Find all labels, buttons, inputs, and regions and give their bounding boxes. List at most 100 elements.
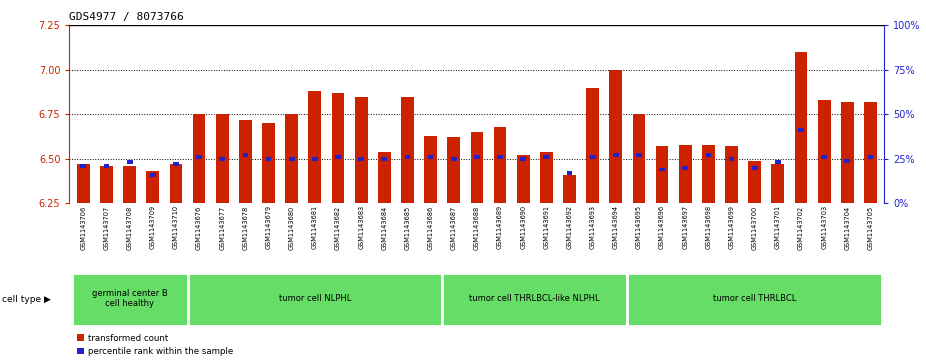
Text: GSM1143700: GSM1143700: [752, 205, 757, 250]
Text: GSM1143681: GSM1143681: [312, 205, 318, 249]
Text: tumor cell NLPHL: tumor cell NLPHL: [279, 294, 351, 303]
Bar: [821, 155, 827, 159]
Text: GSM1143701: GSM1143701: [775, 205, 781, 249]
Bar: [474, 155, 480, 159]
Text: GSM1143690: GSM1143690: [520, 205, 526, 249]
Bar: [544, 155, 549, 159]
Bar: [494, 127, 507, 203]
Text: GSM1143691: GSM1143691: [544, 205, 549, 249]
Text: germinal center B
cell healthy: germinal center B cell healthy: [92, 289, 168, 308]
Bar: [682, 166, 688, 170]
Text: GSM1143682: GSM1143682: [335, 205, 341, 250]
Bar: [771, 164, 784, 203]
Bar: [424, 136, 437, 203]
Bar: [798, 129, 804, 132]
Text: GSM1143679: GSM1143679: [266, 205, 271, 249]
Bar: [127, 160, 132, 164]
Bar: [312, 157, 318, 161]
Bar: [401, 97, 414, 203]
Text: GSM1143698: GSM1143698: [706, 205, 711, 249]
Bar: [104, 164, 109, 168]
Bar: [266, 157, 271, 161]
Bar: [378, 152, 391, 203]
Bar: [146, 171, 159, 203]
Bar: [586, 87, 599, 203]
Bar: [196, 155, 202, 159]
Bar: [447, 138, 460, 203]
Bar: [725, 146, 738, 203]
Bar: [497, 155, 503, 159]
Bar: [451, 157, 457, 161]
Bar: [289, 157, 294, 161]
Bar: [77, 164, 90, 203]
Bar: [864, 102, 877, 203]
Text: GSM1143705: GSM1143705: [868, 205, 873, 250]
Bar: [729, 157, 734, 161]
Bar: [239, 120, 252, 203]
Text: GSM1143688: GSM1143688: [474, 205, 480, 250]
Text: GSM1143685: GSM1143685: [405, 205, 410, 250]
Bar: [335, 155, 341, 159]
Bar: [332, 93, 344, 203]
Bar: [841, 102, 854, 203]
Bar: [262, 123, 275, 203]
Text: GSM1143693: GSM1143693: [590, 205, 595, 249]
Bar: [123, 166, 136, 203]
Text: GSM1143709: GSM1143709: [150, 205, 156, 249]
Bar: [613, 153, 619, 157]
Text: GSM1143694: GSM1143694: [613, 205, 619, 249]
Bar: [795, 52, 807, 203]
Bar: [868, 155, 873, 159]
Bar: [382, 157, 387, 161]
Bar: [679, 144, 692, 203]
Text: GSM1143689: GSM1143689: [497, 205, 503, 249]
Bar: [748, 160, 761, 203]
Bar: [563, 175, 576, 203]
Bar: [706, 153, 711, 157]
Text: GSM1143683: GSM1143683: [358, 205, 364, 249]
Bar: [656, 146, 669, 203]
Text: GSM1143687: GSM1143687: [451, 205, 457, 250]
Text: GSM1143702: GSM1143702: [798, 205, 804, 250]
Text: GDS4977 / 8073766: GDS4977 / 8073766: [69, 12, 184, 22]
Bar: [219, 157, 225, 161]
Bar: [358, 157, 364, 161]
Bar: [173, 162, 179, 166]
Bar: [193, 114, 206, 203]
Text: GSM1143684: GSM1143684: [382, 205, 387, 250]
Text: GSM1143676: GSM1143676: [196, 205, 202, 250]
Bar: [428, 155, 433, 159]
Text: GSM1143710: GSM1143710: [173, 205, 179, 249]
Text: GSM1143706: GSM1143706: [81, 205, 86, 250]
Bar: [308, 91, 321, 203]
Bar: [187, 273, 443, 326]
Text: GSM1143692: GSM1143692: [567, 205, 572, 249]
Text: GSM1143678: GSM1143678: [243, 205, 248, 250]
Text: GSM1143703: GSM1143703: [821, 205, 827, 249]
Bar: [590, 155, 595, 159]
Bar: [752, 166, 757, 170]
Text: GSM1143677: GSM1143677: [219, 205, 225, 250]
Bar: [636, 153, 642, 157]
Bar: [405, 155, 410, 159]
Legend: transformed count, percentile rank within the sample: transformed count, percentile rank withi…: [74, 330, 236, 359]
Text: GSM1143695: GSM1143695: [636, 205, 642, 249]
Text: tumor cell THRLBCL-like NLPHL: tumor cell THRLBCL-like NLPHL: [469, 294, 600, 303]
Text: GSM1143686: GSM1143686: [428, 205, 433, 250]
Bar: [627, 273, 882, 326]
Text: cell type ▶: cell type ▶: [2, 295, 51, 304]
Bar: [659, 168, 665, 171]
Bar: [470, 132, 483, 203]
Bar: [702, 144, 715, 203]
Bar: [632, 114, 645, 203]
Text: GSM1143708: GSM1143708: [127, 205, 132, 250]
Bar: [818, 100, 831, 203]
Bar: [775, 160, 781, 164]
Text: GSM1143704: GSM1143704: [845, 205, 850, 250]
Text: GSM1143680: GSM1143680: [289, 205, 294, 250]
Bar: [216, 114, 229, 203]
Text: tumor cell THRLBCL: tumor cell THRLBCL: [713, 294, 796, 303]
Text: GSM1143697: GSM1143697: [682, 205, 688, 249]
Text: GSM1143707: GSM1143707: [104, 205, 109, 250]
Bar: [72, 273, 187, 326]
